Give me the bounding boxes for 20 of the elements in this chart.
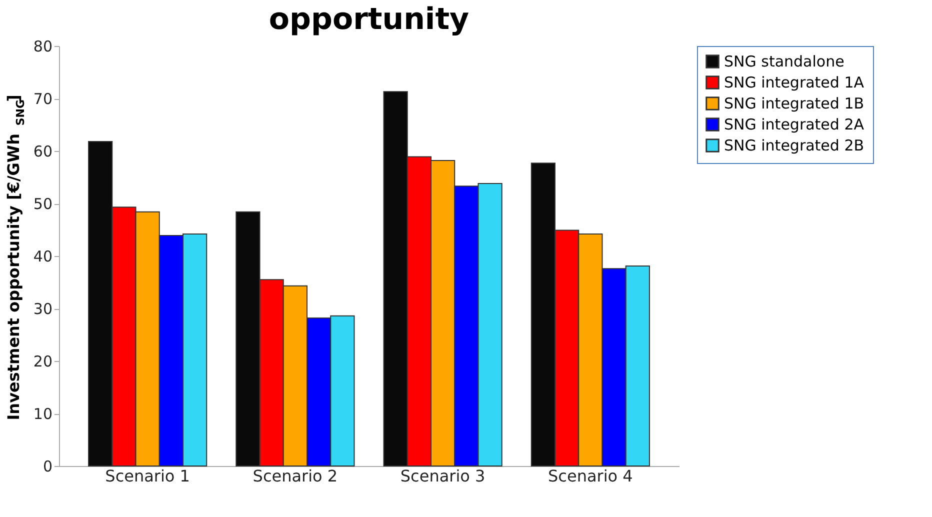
y-tick-label: 20 [33,352,52,370]
x-tick-label: Scenario 1 [105,466,190,486]
x-tick-label: Scenario 2 [252,466,338,486]
y-tick-label: 30 [33,300,52,318]
y-tick-label: 10 [33,405,52,423]
legend-label: SNG integrated 2B [724,136,864,154]
y-tick-label: 40 [33,248,52,266]
x-tick-label: Scenario 3 [400,466,486,486]
y-tick-label: 60 [33,142,52,160]
legend-label: SNG integrated 1A [724,74,865,92]
y-axis-title: Investment opportunity [€/GWhSNG] [4,94,27,420]
y-tick-label: 80 [33,38,52,56]
chart-title: opportunity [268,2,470,37]
legend-label: SNG integrated 1B [724,94,864,112]
x-tick-label: Scenario 4 [548,466,633,486]
y-tick-label: 50 [33,195,52,213]
y-tick-label: 0 [42,458,52,476]
legend-label: SNG integrated 2A [724,116,865,134]
legend-label: SNG standalone [724,52,844,70]
y-tick-label: 70 [33,90,52,108]
